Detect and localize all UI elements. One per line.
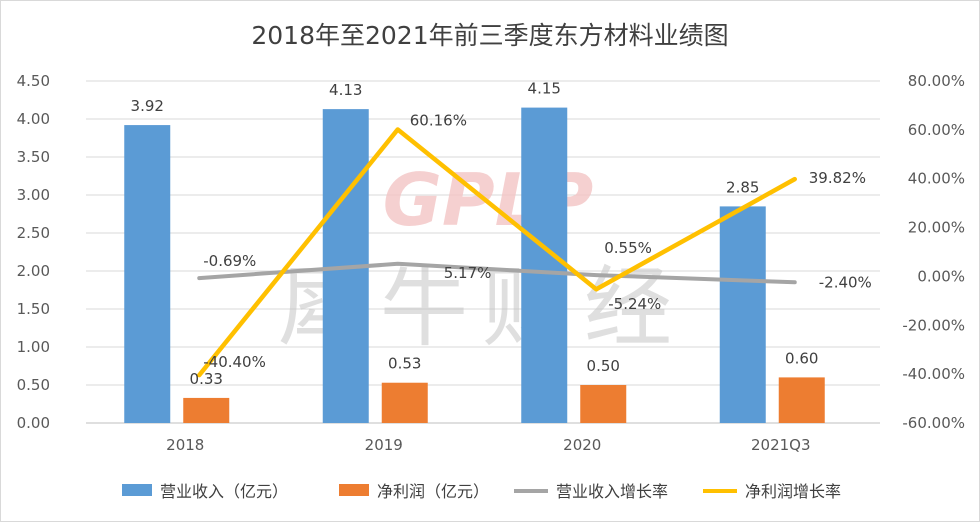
bar-series xyxy=(124,107,825,424)
legend-swatch xyxy=(339,484,369,496)
line-net-profit-growth xyxy=(197,127,797,378)
bar-data-label: 0.50 xyxy=(587,357,620,375)
y-left-tick-label: 4.00 xyxy=(17,110,50,128)
y-right-tick-label: 80.00% xyxy=(908,72,965,90)
line-data-label: 0.55% xyxy=(604,239,652,257)
line-data-label: 60.16% xyxy=(410,111,467,129)
y-left-tick-label: 2.50 xyxy=(17,224,50,242)
y-right-tick-label: -20.00% xyxy=(902,316,965,334)
bar-net-profit xyxy=(381,382,428,423)
y-left-tick-label: 3.50 xyxy=(17,148,50,166)
y-right-tick-label: 40.00% xyxy=(908,170,965,188)
x-tick-label: 2020 xyxy=(563,436,601,454)
y-right-tick-label: 60.00% xyxy=(908,121,965,139)
line-data-label: 39.82% xyxy=(809,169,866,187)
data-labels: 3.92 4.13 4.15 2.85 0.33 0.53 0.50 0.60 -0.69% 5.… xyxy=(131,80,872,388)
line-revenue-growth xyxy=(197,261,797,285)
legend: 营业收入（亿元） 净利润（亿元） 营业收入增长率 净利润增长率 xyxy=(122,482,841,501)
line-data-label: -2.40% xyxy=(819,273,872,291)
y-right-tick-label: 0.00% xyxy=(917,267,965,285)
y-left-tick-label: 1.50 xyxy=(17,300,50,318)
legend-label: 营业收入增长率 xyxy=(556,482,668,501)
y-right-tick-label: 20.00% xyxy=(908,219,965,237)
bar-data-label: 0.53 xyxy=(388,355,421,373)
bar-data-label: 0.33 xyxy=(190,370,223,388)
y-left-tick-label: 0.00 xyxy=(17,414,50,432)
bar-revenue xyxy=(719,206,766,423)
line-data-label: -5.24% xyxy=(608,295,661,313)
y-left-tick-label: 3.00 xyxy=(17,186,50,204)
y-axis-left: 0.00 0.50 1.00 1.50 2.00 2.50 3.00 3.50 4.00 4.50 xyxy=(17,72,50,432)
y-left-tick-label: 0.50 xyxy=(17,376,50,394)
y-right-tick-label: -40.00% xyxy=(902,365,965,383)
y-right-tick-label: -60.00% xyxy=(902,414,965,432)
bar-revenue xyxy=(521,107,568,423)
legend-label: 营业收入（亿元） xyxy=(160,482,288,501)
line-data-label: -0.69% xyxy=(203,252,256,270)
chart-title: 2018年至2021年前三季度东方材料业绩图 xyxy=(251,21,728,50)
bar-data-label: 4.15 xyxy=(528,80,561,98)
bar-net-profit xyxy=(778,377,825,423)
line-series xyxy=(197,127,797,378)
line-data-label: 5.17% xyxy=(444,264,492,282)
x-tick-label: 2018 xyxy=(166,436,204,454)
legend-swatch xyxy=(122,484,152,496)
bar-data-label: 2.85 xyxy=(726,178,759,196)
bar-net-profit xyxy=(183,397,230,423)
y-left-tick-label: 1.00 xyxy=(17,338,50,356)
line-data-label: -40.40% xyxy=(203,353,266,371)
bar-data-label: 0.60 xyxy=(785,349,818,367)
y-left-tick-label: 2.00 xyxy=(17,262,50,280)
bar-data-label: 4.13 xyxy=(329,81,362,99)
x-tick-label: 2021Q3 xyxy=(751,436,811,454)
x-tick-label: 2019 xyxy=(365,436,403,454)
bar-revenue xyxy=(124,125,171,423)
legend-label: 净利润增长率 xyxy=(745,482,841,501)
y-left-tick-label: 4.50 xyxy=(17,72,50,90)
y-axis-right: -60.00% -40.00% -20.00% 0.00% 20.00% 40.00% 60… xyxy=(902,72,965,432)
bar-net-profit xyxy=(580,385,627,423)
bar-data-label: 3.92 xyxy=(131,97,164,115)
legend-label: 净利润（亿元） xyxy=(377,482,489,501)
